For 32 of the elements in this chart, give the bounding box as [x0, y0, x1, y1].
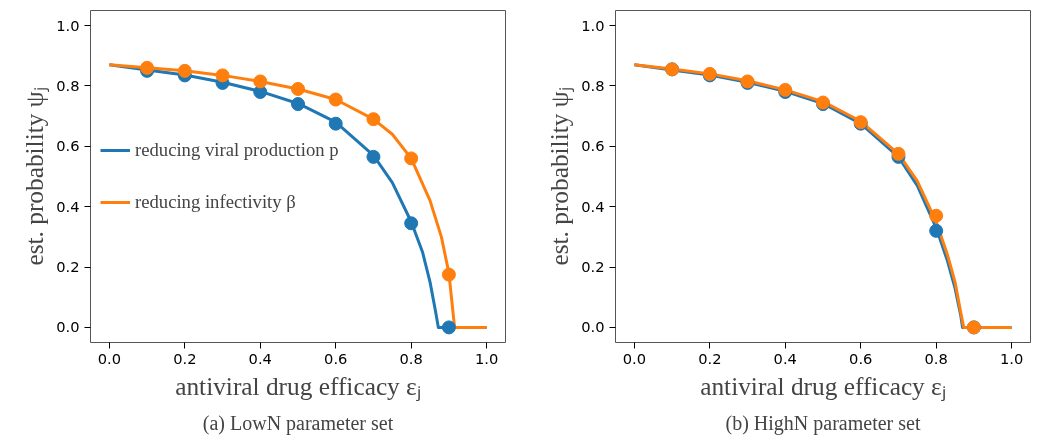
text: (b) HighN parameter set	[725, 411, 921, 435]
y-tick-label: 0.6	[581, 137, 605, 155]
y-tick-label: 0.0	[56, 318, 80, 336]
y-tick-label: 0.4	[581, 197, 605, 215]
text: (a) LowN parameter set	[202, 411, 394, 435]
legend-label: reducing viral production p	[135, 139, 339, 161]
x-tick-label: 0.0	[622, 349, 647, 367]
y-tick-label: 0.2	[56, 258, 80, 276]
x-tick-label: 0.8	[399, 349, 423, 367]
y-tick-label: 1.0	[581, 16, 605, 34]
x-axis-title: antiviral drug efficacy εⱼ	[700, 371, 946, 402]
x-axis-title: antiviral drug efficacy εⱼ	[175, 371, 421, 402]
y-axis-title: est. probability ψⱼ	[20, 87, 51, 266]
y-tick-label: 0.4	[56, 197, 80, 215]
y-tick-label: 0.2	[581, 258, 605, 276]
y-tick-label: 1.0	[56, 16, 80, 34]
x-tick-label: 0.2	[698, 349, 722, 367]
y-tick-label: 0.8	[581, 76, 605, 94]
y-axis-title: est. probability ψⱼ	[545, 87, 576, 266]
x-tick-label: 0.6	[324, 349, 348, 367]
x-tick-label: 0.8	[924, 349, 948, 367]
y-tick-label: 0.6	[56, 137, 80, 155]
x-tick-label: 1.0	[999, 349, 1024, 367]
x-tick-label: 0.4	[773, 349, 797, 367]
x-tick-label: 0.2	[173, 349, 197, 367]
y-tick-label: 0.8	[56, 76, 80, 94]
y-tick-label: 0.0	[581, 318, 605, 336]
x-tick-label: 0.6	[849, 349, 873, 367]
x-tick-label: 0.0	[97, 349, 122, 367]
x-tick-label: 0.4	[248, 349, 272, 367]
legend-label: reducing infectivity β	[135, 191, 296, 213]
x-tick-label: 1.0	[474, 349, 499, 367]
